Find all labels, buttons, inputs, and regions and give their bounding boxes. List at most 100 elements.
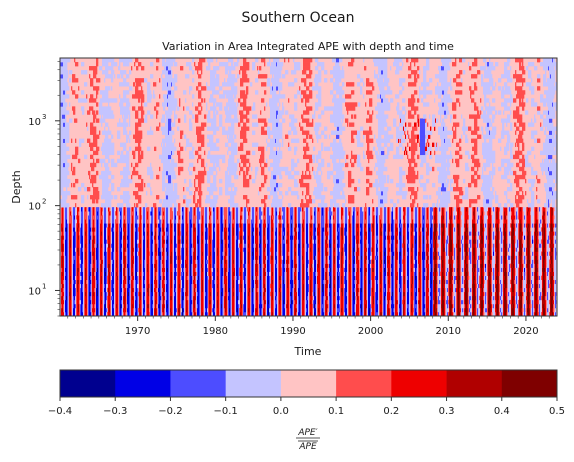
heatmap-cell xyxy=(129,130,131,135)
heatmap-cell xyxy=(112,62,114,67)
heatmap-cell xyxy=(85,271,87,276)
heatmap-cell xyxy=(126,134,128,139)
heatmap-cell xyxy=(109,223,111,228)
heatmap-cell xyxy=(93,283,95,289)
heatmap-cell xyxy=(95,86,97,91)
heatmap-cell xyxy=(124,98,126,103)
heatmap-cell xyxy=(74,287,76,293)
heatmap-cell xyxy=(122,154,124,160)
heatmap-cell xyxy=(130,86,132,91)
heatmap-cell xyxy=(81,62,83,67)
heatmap-cell xyxy=(71,138,73,143)
heatmap-cell xyxy=(122,223,124,228)
heatmap-cell xyxy=(114,62,116,67)
heatmap-cell xyxy=(107,150,109,156)
heatmap-cell xyxy=(81,275,83,281)
heatmap-cell xyxy=(95,174,97,180)
heatmap-cell xyxy=(71,86,73,91)
heatmap-cell xyxy=(88,291,90,297)
heatmap-cell xyxy=(105,239,107,244)
heatmap-cell xyxy=(97,263,99,268)
heatmap-cell xyxy=(128,82,130,87)
heatmap-cell xyxy=(107,86,109,91)
heatmap-cell xyxy=(70,118,72,123)
heatmap-cell xyxy=(84,295,86,301)
heatmap-cell xyxy=(67,271,69,276)
heatmap-cell xyxy=(127,307,129,313)
heatmap-cell xyxy=(86,311,88,316)
heatmap-cell xyxy=(171,110,173,115)
heatmap-cell xyxy=(76,255,78,260)
heatmap-cell xyxy=(106,174,108,180)
heatmap-cell xyxy=(114,271,116,276)
heatmap-cell xyxy=(154,94,156,99)
heatmap-cell xyxy=(121,211,123,216)
heatmap-cell xyxy=(109,295,111,301)
heatmap-cell xyxy=(102,90,104,95)
heatmap-cell xyxy=(84,275,86,281)
heatmap-cell xyxy=(120,251,122,256)
heatmap-cell xyxy=(179,150,181,156)
heatmap-cell xyxy=(73,295,75,301)
heatmap-cell xyxy=(90,106,92,111)
heatmap-cell xyxy=(134,82,136,87)
heatmap-cell xyxy=(120,259,122,264)
heatmap-cell xyxy=(174,122,176,127)
heatmap-cell xyxy=(90,178,92,184)
heatmap-cell xyxy=(102,275,104,281)
heatmap-cell xyxy=(116,259,118,264)
heatmap-cell xyxy=(164,118,166,123)
heatmap-cell xyxy=(128,247,130,252)
heatmap-cell xyxy=(90,223,92,228)
heatmap-cell xyxy=(137,299,139,305)
heatmap-cell xyxy=(77,255,79,260)
heatmap-cell xyxy=(70,231,72,236)
heatmap-cell xyxy=(82,287,84,293)
heatmap-cell xyxy=(70,223,72,228)
heatmap-cell xyxy=(86,70,88,75)
heatmap-cell xyxy=(80,255,82,260)
heatmap-cell xyxy=(110,251,112,256)
heatmap-cell xyxy=(102,174,104,180)
heatmap-cell xyxy=(75,303,77,309)
heatmap-cell xyxy=(82,138,84,143)
heatmap-cell xyxy=(140,146,142,152)
heatmap-cell xyxy=(105,243,107,248)
heatmap-cell xyxy=(60,62,62,67)
heatmap-cell xyxy=(124,283,126,289)
heatmap-cell xyxy=(148,207,150,212)
heatmap-cell xyxy=(106,223,108,228)
heatmap-cell xyxy=(71,231,73,236)
heatmap-cell xyxy=(158,174,160,180)
heatmap-cell xyxy=(174,58,176,63)
heatmap-cell xyxy=(101,106,103,111)
heatmap-cell xyxy=(77,307,79,313)
heatmap-cell xyxy=(97,271,99,276)
heatmap-cell xyxy=(122,307,124,313)
heatmap-cell xyxy=(103,142,105,147)
heatmap-cell xyxy=(65,162,67,168)
heatmap-cell xyxy=(104,195,106,200)
heatmap-cell xyxy=(146,203,148,208)
heatmap-cell xyxy=(105,255,107,260)
heatmap-cell xyxy=(95,150,97,156)
heatmap-cell xyxy=(148,271,150,276)
heatmap-cell xyxy=(114,235,116,240)
heatmap-cell xyxy=(123,70,125,75)
heatmap-cell xyxy=(148,243,150,248)
heatmap-cell xyxy=(137,271,139,276)
heatmap-cell xyxy=(124,199,126,204)
heatmap-cell xyxy=(73,219,75,224)
heatmap-cell xyxy=(106,130,108,135)
heatmap-cell xyxy=(125,78,127,83)
heatmap-cell xyxy=(61,215,63,220)
heatmap-cell xyxy=(108,154,110,160)
heatmap-cell xyxy=(128,199,130,204)
heatmap-cell xyxy=(121,227,123,232)
heatmap-cell xyxy=(94,110,96,115)
heatmap-cell xyxy=(72,170,74,176)
heatmap-cell xyxy=(176,182,178,188)
heatmap-cell xyxy=(123,199,125,204)
heatmap-cell xyxy=(176,78,178,83)
